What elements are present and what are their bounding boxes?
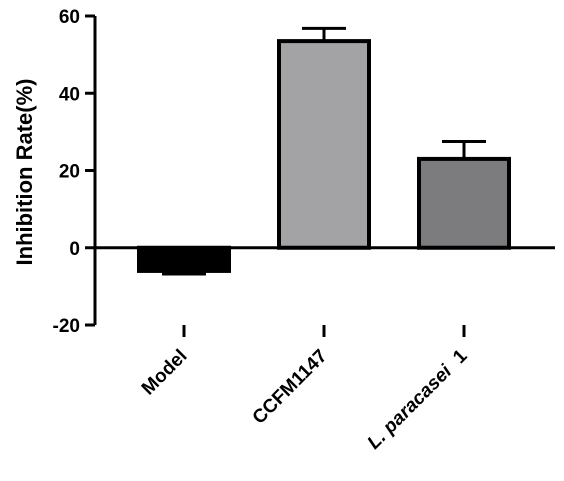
- x-category-label: CCFM1147: [249, 346, 332, 429]
- y-tick-label: -20: [53, 316, 80, 337]
- bar: [417, 156, 511, 250]
- x-axis-labels: Model CCFM1147 L. paracasei 1: [138, 345, 472, 453]
- y-axis-title: Inhibition Rate(%): [12, 79, 37, 266]
- y-tick-label: 20: [59, 162, 80, 183]
- y-tick-label: 60: [59, 7, 80, 28]
- y-axis-ticks: -20 0 20 40 60: [53, 7, 95, 337]
- y-tick-label: 40: [59, 84, 80, 105]
- bar: [137, 245, 231, 273]
- x-category-label: L. paracasei 1: [364, 345, 472, 453]
- bars-group: [137, 39, 511, 273]
- bar: [277, 39, 371, 250]
- y-tick-label: 0: [69, 239, 80, 260]
- x-axis-ticks: [182, 325, 466, 337]
- x-category-label: Model: [138, 346, 192, 400]
- error-bars-group: [162, 26, 486, 276]
